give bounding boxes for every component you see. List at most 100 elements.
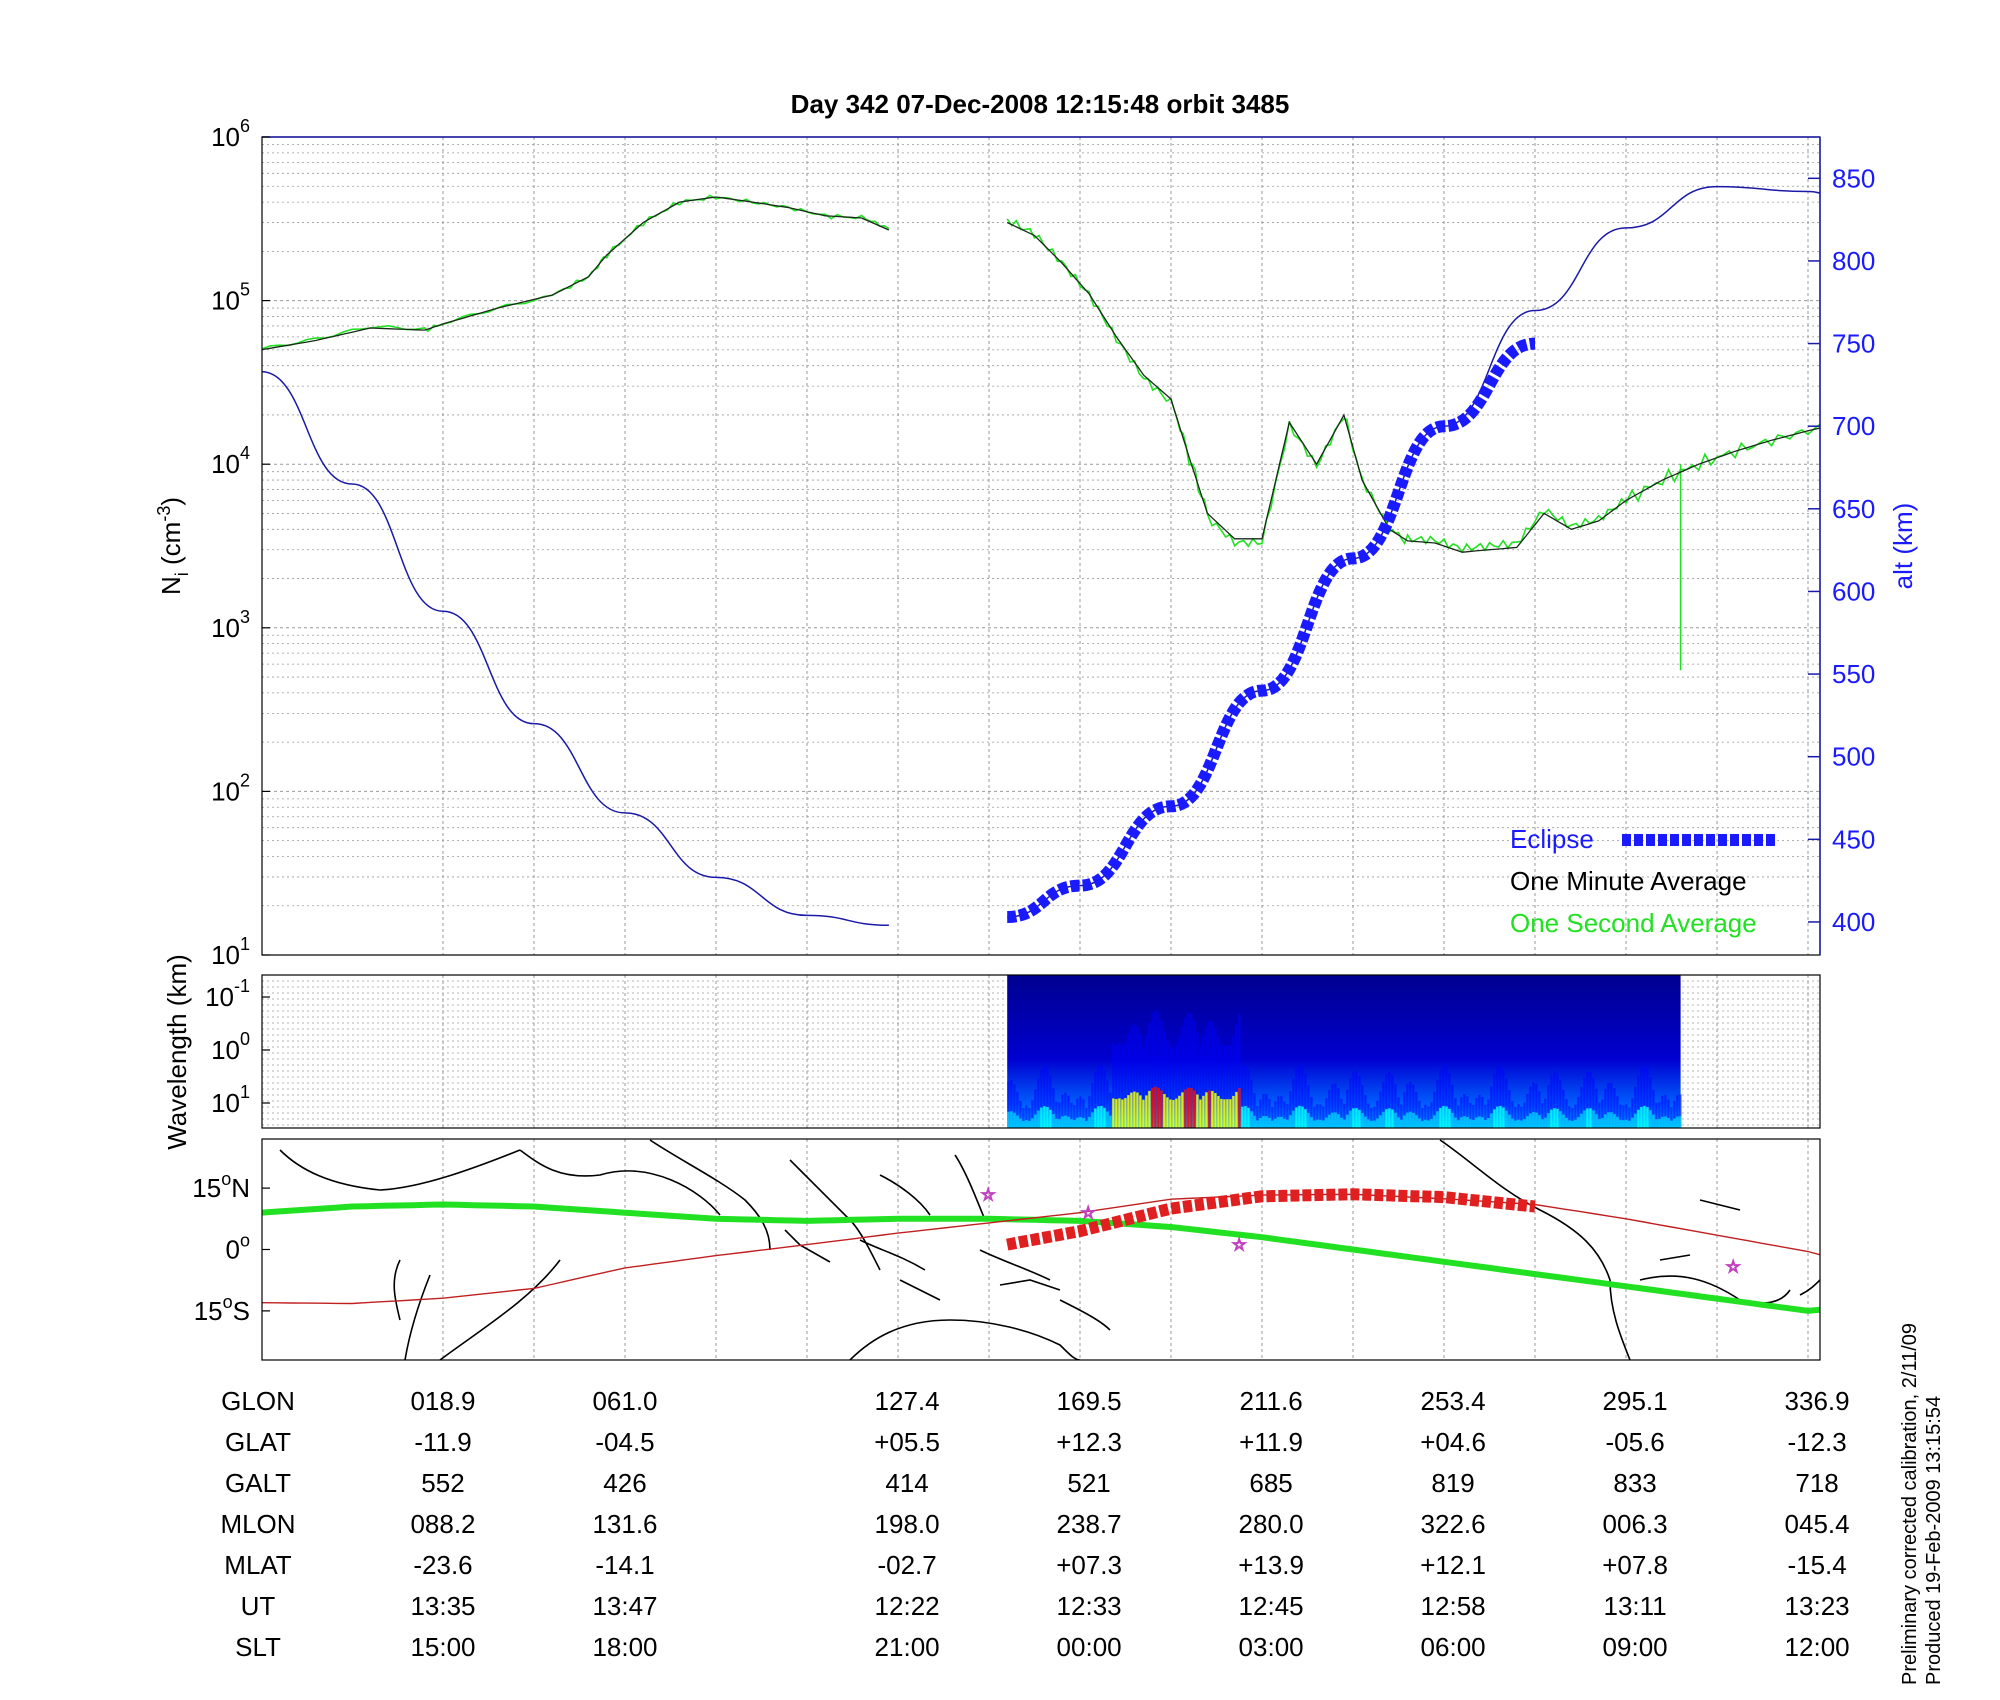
spec-streak-base	[1358, 1109, 1361, 1128]
spec-streak-base	[1460, 1117, 1463, 1128]
spec-streak-base	[1127, 1095, 1130, 1128]
spec-tick-exp: 1	[240, 1082, 250, 1102]
spec-streak-top	[1172, 1047, 1175, 1100]
spec-streak-top	[1394, 1084, 1397, 1113]
spec-streak-top	[1607, 1082, 1610, 1113]
spec-streak-top	[1370, 1107, 1373, 1121]
left-tick-base: 10	[211, 613, 240, 643]
spec-streak-top	[1673, 1100, 1676, 1119]
spec-streak-base	[1337, 1114, 1340, 1128]
spec-streak-base	[1340, 1117, 1343, 1128]
spec-streak-top	[1634, 1086, 1637, 1114]
spec-streak-top	[1340, 1098, 1343, 1118]
legend-label-one-second: One Second Average	[1510, 908, 1757, 938]
spec-streak-base	[1652, 1114, 1655, 1128]
spec-streak-top	[1622, 1105, 1625, 1121]
table-cell: 006.3	[1603, 1509, 1668, 1539]
spec-streak-base	[1388, 1108, 1391, 1128]
one-minute-density-segment-1	[262, 196, 890, 351]
spec-streak-base	[1577, 1117, 1580, 1128]
spec-streak-base	[1649, 1110, 1652, 1128]
spec-streak-top	[1367, 1103, 1370, 1120]
spec-streak-base	[1283, 1118, 1286, 1128]
spec-streak-base	[1205, 1092, 1208, 1128]
spec-streak-base	[1400, 1119, 1403, 1128]
spec-streak-base	[1265, 1116, 1268, 1128]
spec-streak-top	[1556, 1073, 1559, 1109]
spec-tick-base: 10	[211, 1035, 240, 1065]
spec-streak-top	[1460, 1097, 1463, 1118]
spec-streak-base	[1190, 1087, 1193, 1128]
spec-streak-top	[1229, 1045, 1232, 1100]
table-cell: 521	[1067, 1468, 1110, 1498]
spec-streak-base	[1112, 1098, 1115, 1128]
spectrogram-ylabel: Wavelength (km)	[162, 954, 192, 1150]
spec-streak-base	[1496, 1106, 1499, 1128]
spec-streak-base	[1403, 1115, 1406, 1128]
spec-streak-top	[1445, 1066, 1448, 1107]
spec-streak-top	[1169, 1046, 1172, 1100]
map-tick-value: 15	[192, 1173, 221, 1203]
spec-streak-base	[1670, 1120, 1673, 1128]
spec-streak-base	[1217, 1095, 1220, 1128]
spec-streak-top	[1475, 1097, 1478, 1118]
spec-streak-base	[1490, 1113, 1493, 1128]
spec-streak-base	[1541, 1119, 1544, 1128]
spec-streak-top	[1577, 1096, 1580, 1118]
spec-streak-base	[1256, 1120, 1259, 1128]
table-cell: -05.6	[1605, 1427, 1664, 1457]
spec-streak-top	[1481, 1097, 1484, 1118]
spec-streak-base	[1319, 1119, 1322, 1128]
spec-streak-base	[1364, 1116, 1367, 1128]
spec-streak-base	[1241, 1106, 1244, 1128]
station-star-marker: ☆	[1232, 1237, 1246, 1254]
spec-streak-top	[1406, 1083, 1409, 1113]
spec-streak-top	[1598, 1102, 1601, 1120]
spec-streak-top	[1103, 1070, 1106, 1108]
spec-streak-top	[1058, 1102, 1061, 1120]
spec-streak-top	[1136, 1026, 1139, 1093]
spec-streak-top	[1148, 1021, 1151, 1091]
spec-streak-base	[1313, 1120, 1316, 1128]
table-cell: 552	[421, 1468, 464, 1498]
right-axis-ticks: 400 450 500 550 600 650 700 750 800 850	[1808, 163, 1875, 937]
spec-streak-base	[1211, 1090, 1214, 1128]
left-axis-label-symbol: N	[156, 576, 186, 595]
left-axis-label-unit-end: )	[156, 497, 186, 506]
spec-streak-base	[1373, 1120, 1376, 1128]
spec-streak-top	[1676, 1095, 1679, 1117]
table-cell: +07.8	[1602, 1550, 1668, 1580]
spec-streak-base	[1178, 1095, 1181, 1128]
map-tick-hemisphere: N	[231, 1173, 250, 1203]
spec-streak-base	[1013, 1112, 1016, 1128]
spec-streak-base	[1448, 1108, 1451, 1128]
spec-streak-top	[1280, 1096, 1283, 1117]
spec-streak-top	[1661, 1095, 1664, 1117]
left-tick-exp: 6	[240, 116, 250, 136]
spec-streak-top	[1430, 1102, 1433, 1120]
spec-streak-top	[1175, 1043, 1178, 1099]
spec-streak-base	[1556, 1108, 1559, 1128]
spec-streak-top	[1232, 1036, 1235, 1096]
spec-streak-base	[1592, 1110, 1595, 1128]
spec-streak-top	[1304, 1074, 1307, 1110]
spec-streak-top	[1262, 1093, 1265, 1117]
spec-streak-top	[1253, 1093, 1256, 1116]
table-cell: 127.4	[875, 1386, 940, 1416]
station-markers: ☆ ☆ ☆ ☆	[980, 1186, 1741, 1277]
left-tick-base: 10	[211, 122, 240, 152]
spec-streak-top	[1127, 1033, 1130, 1096]
spec-streak-top	[1616, 1096, 1619, 1117]
spec-streak-top	[1028, 1107, 1031, 1121]
spec-streak-base	[1160, 1090, 1163, 1128]
spec-streak-base	[1604, 1114, 1607, 1128]
spec-streak-base	[1100, 1105, 1103, 1128]
spec-streak-top	[1271, 1106, 1274, 1121]
table-cell: 169.5	[1057, 1386, 1122, 1416]
spec-streak-base	[1430, 1119, 1433, 1128]
spec-streak-top	[1646, 1068, 1649, 1108]
spec-streak-base	[1625, 1119, 1628, 1128]
spec-streak-top	[1487, 1099, 1490, 1119]
spec-streak-top	[1019, 1100, 1022, 1119]
spec-streak-top	[1349, 1078, 1352, 1111]
